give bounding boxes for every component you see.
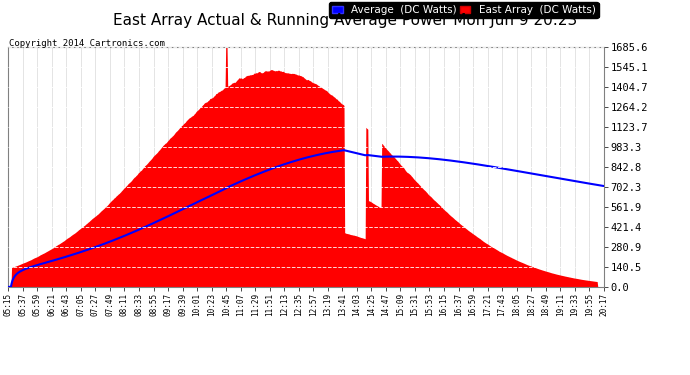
Text: Copyright 2014 Cartronics.com: Copyright 2014 Cartronics.com <box>9 39 165 48</box>
Legend: Average  (DC Watts), East Array  (DC Watts): Average (DC Watts), East Array (DC Watts… <box>329 2 598 18</box>
Text: East Array Actual & Running Average Power Mon Jun 9 20:23: East Array Actual & Running Average Powe… <box>113 13 577 28</box>
